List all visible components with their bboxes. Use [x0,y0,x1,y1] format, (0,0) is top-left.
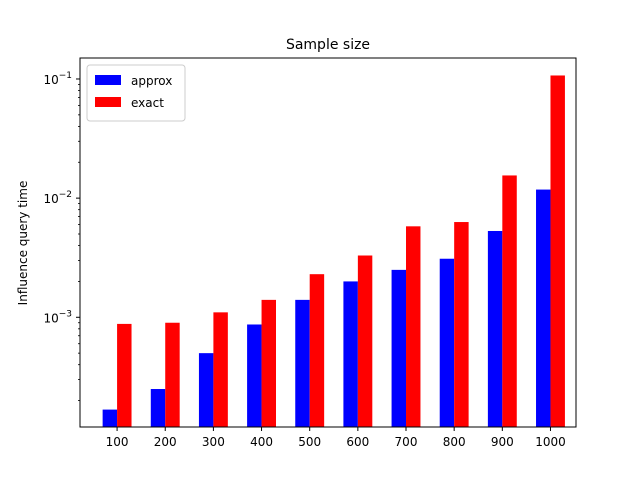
x-tick-label-600: 600 [346,435,369,449]
chart-title: Sample size [286,37,370,53]
bar-approx-600 [343,281,358,427]
bar-exact-700 [406,226,421,427]
bar-approx-200 [150,389,166,427]
y-tick-label-−1: 10−1 [43,71,72,87]
x-tick-label-1000: 1000 [535,435,566,449]
bar-exact-400 [261,299,276,427]
bar-approx-700 [391,269,407,427]
bar-exact-300 [213,312,228,427]
bar-approx-100 [102,409,118,427]
x-tick-label-400: 400 [250,435,273,449]
bar-exact-900 [502,175,517,427]
bars-group [102,75,565,427]
legend-label-approx: approx [131,74,172,88]
x-tick-label-700: 700 [395,435,418,449]
x-tick-label-300: 300 [202,435,225,449]
bar-exact-200 [165,322,180,427]
x-tick-label-800: 800 [443,435,466,449]
axes-group: 100 200 300 400 500 600 700 800 900 1000 10−3 10−2 1… [43,57,577,449]
bar-exact-1000 [550,75,565,427]
legend-swatch-exact [95,97,121,107]
y-tick-label-−3: 10−3 [43,309,72,325]
legend: approx exact [86,64,186,122]
bar-approx-300 [198,353,214,427]
x-tick-label-500: 500 [298,435,321,449]
y-axis-title: Influence query time [16,181,30,306]
legend-swatch-approx [95,75,121,85]
legend-label-exact: exact [131,96,164,110]
bar-approx-900 [487,230,503,427]
x-tick-label-200: 200 [154,435,177,449]
plot-frame [79,57,577,428]
bar-approx-1000 [536,189,551,427]
bar-approx-800 [439,258,455,427]
bar-exact-800 [454,222,469,427]
bar-exact-100 [117,323,132,427]
bar-exact-500 [309,274,325,427]
bar-approx-500 [295,299,310,427]
x-tick-label-900: 900 [491,435,514,449]
x-tick-label-100: 100 [106,435,129,449]
bar-exact-600 [357,255,373,427]
y-tick-label-−2: 10−2 [43,190,72,206]
bar-approx-400 [247,324,262,427]
